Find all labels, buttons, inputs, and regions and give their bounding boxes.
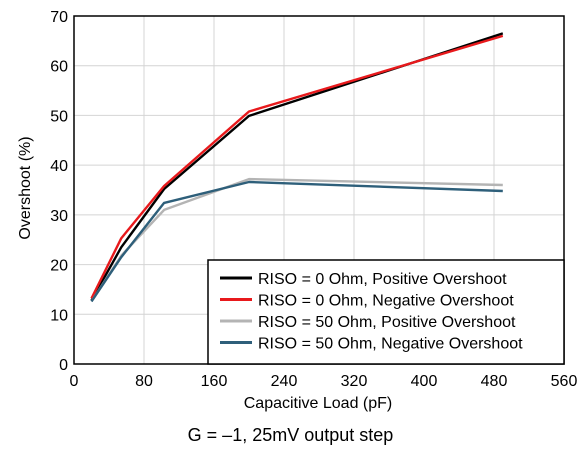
- legend-entry-label: RISO = 50 Ohm, Positive Overshoot: [258, 314, 516, 331]
- series-line-1: [90, 32, 504, 301]
- y-tick-label: 60: [50, 59, 68, 76]
- x-tick-label: 160: [201, 373, 228, 390]
- x-tick-label: 0: [70, 373, 79, 390]
- y-axis-label: Overshoot (%): [17, 136, 34, 239]
- x-tick-label: 400: [411, 373, 438, 390]
- y-tick-label: 10: [50, 307, 68, 324]
- x-tick-label: 560: [551, 373, 578, 390]
- y-tick-label: 70: [50, 9, 68, 26]
- series-line-2: [90, 34, 504, 299]
- legend-entry-label: RISO = 0 Ohm, Positive Overshoot: [258, 271, 507, 288]
- legend: RISO = 0 Ohm, Positive Overshoot RISO = 0…: [207, 259, 565, 365]
- x-tick-label: 80: [135, 373, 153, 390]
- chart-caption: G = –1, 25mV output step: [187, 425, 394, 445]
- series-line-4: [90, 180, 503, 303]
- x-axis-label: Capacitive Load (pF): [244, 395, 393, 412]
- y-tick-label: 40: [50, 158, 68, 175]
- x-tick-label: 240: [271, 373, 298, 390]
- tick-labels: 0 80 160 240 320 400 480 560 0 10 20 30 40 50 60 70: [50, 9, 577, 390]
- x-tick-label: 320: [341, 373, 368, 390]
- legend-box: [207, 259, 565, 365]
- y-tick-label: 30: [50, 208, 68, 225]
- legend-entry-label: RISO = 50 Ohm, Negative Overshoot: [258, 336, 523, 353]
- series-lines: [90, 32, 504, 303]
- legend-entry-label: RISO = 0 Ohm, Negative Overshoot: [258, 293, 514, 310]
- y-tick-label: 20: [50, 258, 68, 275]
- y-tick-label: 50: [50, 108, 68, 125]
- y-tick-label: 0: [59, 357, 68, 374]
- x-tick-label: 480: [481, 373, 508, 390]
